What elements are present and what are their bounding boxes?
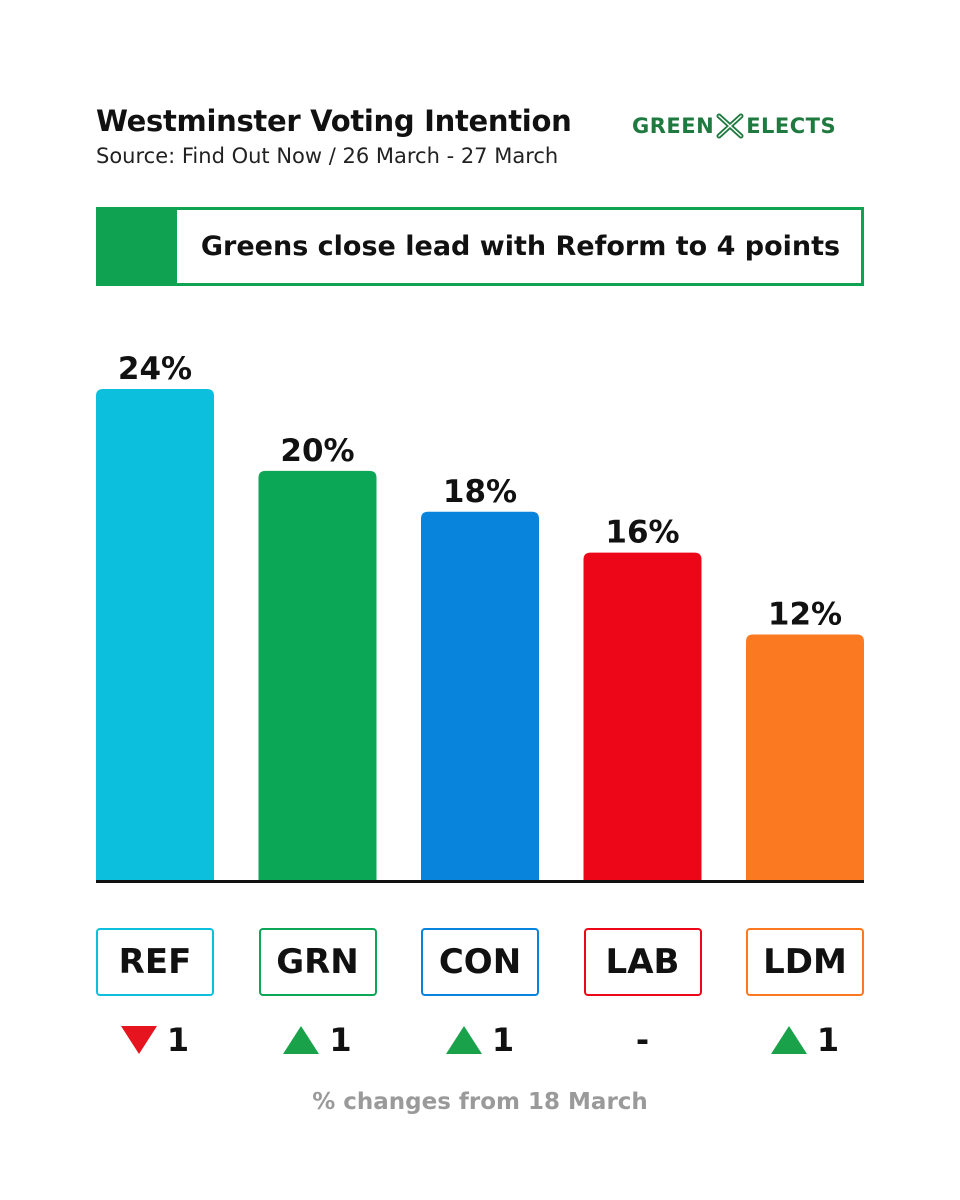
green-elects-logo: GREEN ELECTS — [632, 113, 836, 139]
banner-accent-block — [99, 210, 177, 283]
bar-ref — [96, 389, 214, 880]
bar-grn — [258, 470, 377, 880]
party-label-ref: REF — [96, 928, 214, 996]
change-ref: 1 — [96, 1020, 214, 1060]
chart-source: Source: Find Out Now / 26 March - 27 Mar… — [96, 144, 559, 168]
banner-headline: Greens close lead with Reform to 4 point… — [177, 210, 861, 283]
change-ldm: 1 — [746, 1020, 864, 1060]
triangle-down-icon — [120, 1026, 157, 1054]
bar-ldm — [746, 634, 864, 880]
triangle-up-icon — [283, 1026, 320, 1054]
change-con: 1 — [421, 1020, 539, 1060]
value-label-lab: 16% — [605, 515, 679, 551]
triangle-up-icon — [445, 1026, 482, 1054]
change-lab: - — [584, 1020, 702, 1060]
value-label-ldm: 12% — [768, 597, 842, 633]
value-label-ref: 24% — [118, 351, 192, 387]
value-label-con: 18% — [443, 474, 517, 510]
party-label-lab: LAB — [583, 928, 702, 996]
change-value: 1 — [491, 1021, 515, 1059]
change-grn: 1 — [259, 1020, 377, 1060]
party-label-ldm: LDM — [746, 928, 864, 996]
change-value: 1 — [329, 1021, 352, 1059]
changes-footnote: % changes from 18 March — [312, 1089, 648, 1115]
bar-chart: 24% 20% 18% 16% 12% — [96, 351, 864, 883]
chart-title: Westminster Voting Intention — [96, 104, 572, 138]
change-value: 1 — [816, 1021, 840, 1059]
party-label-grn: GRN — [258, 928, 377, 996]
triangle-up-icon — [770, 1026, 807, 1054]
logo-x-icon — [716, 113, 744, 139]
logo-text-green: GREEN — [632, 114, 715, 138]
headline-banner: Greens close lead with Reform to 4 point… — [96, 207, 864, 286]
bar-con — [421, 511, 539, 880]
value-label-grn: 20% — [280, 433, 354, 469]
logo-text-elects: ELECTS — [746, 114, 837, 138]
party-label-con: CON — [421, 928, 539, 996]
change-value: 1 — [166, 1021, 190, 1059]
change-value: - — [635, 1021, 650, 1059]
bar-lab — [583, 552, 702, 880]
